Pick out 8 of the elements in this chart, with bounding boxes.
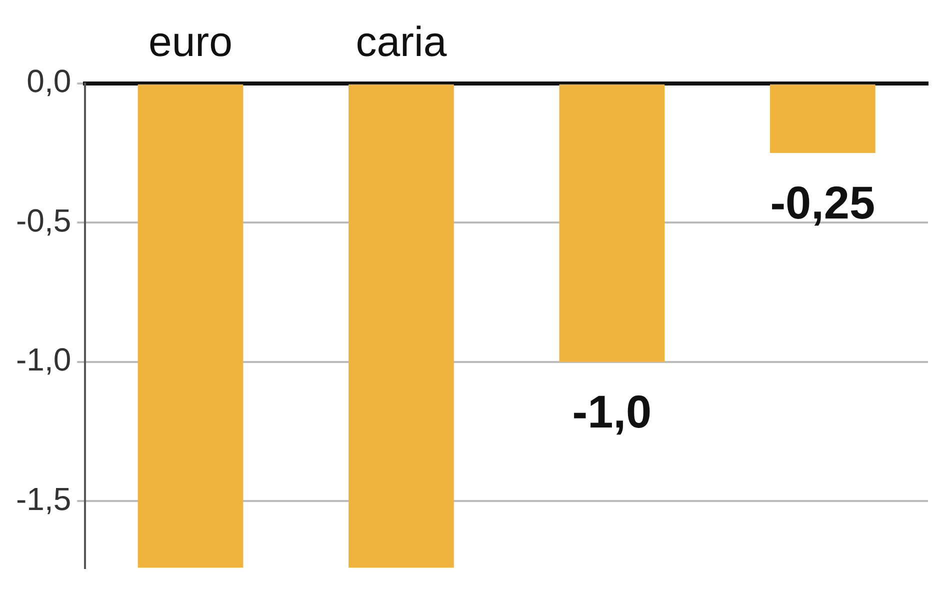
data-label: -1,0 (572, 385, 652, 438)
x-tick-label: euro (148, 18, 233, 65)
y-tick-label: -1,5 (16, 480, 72, 517)
y-tick-label: 0,0 (26, 63, 72, 100)
data-label: -0,25 (770, 176, 876, 229)
x-tick-label: caria (356, 18, 448, 65)
y-tick-label: -1,0 (16, 342, 72, 378)
y-tick-label: -0,5 (16, 202, 72, 238)
